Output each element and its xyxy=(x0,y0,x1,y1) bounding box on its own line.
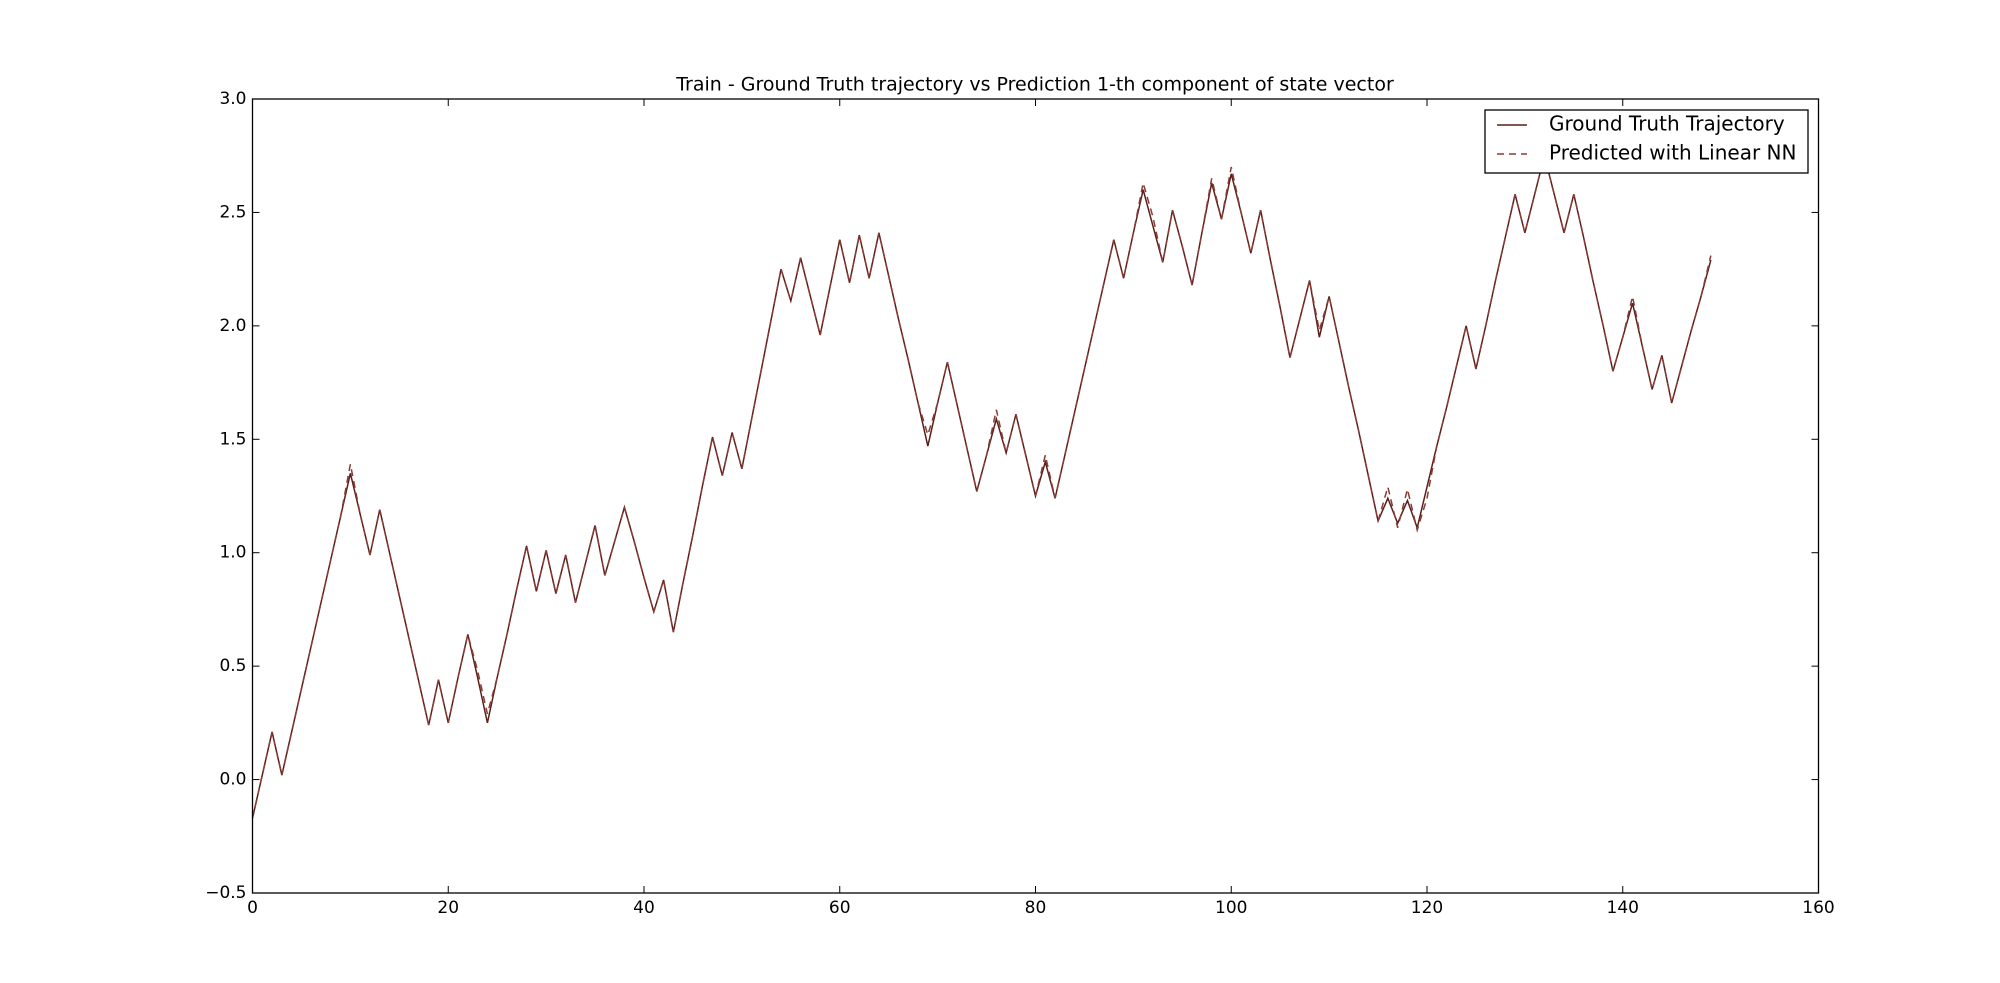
y-tick-label: 2.5 xyxy=(219,202,246,222)
x-tick-label: 120 xyxy=(1411,898,1443,918)
chart-title: Train - Ground Truth trajectory vs Predi… xyxy=(675,74,1394,96)
x-tick-label: 0 xyxy=(247,898,258,918)
y-tick-label: 0.0 xyxy=(219,770,246,790)
series-line xyxy=(251,155,1712,819)
legend-label: Predicted with Linear NN xyxy=(1549,141,1796,165)
legend-box xyxy=(1484,109,1809,174)
y-tick-label: −0.5 xyxy=(205,883,246,903)
x-tick-label: 160 xyxy=(1802,898,1834,918)
y-tick-label: 1.5 xyxy=(219,429,246,449)
plot-area xyxy=(251,155,1712,819)
y-tick-label: 0.5 xyxy=(219,656,246,676)
x-tick-label: 80 xyxy=(1025,898,1047,918)
y-tick-label: 2.0 xyxy=(219,316,246,336)
x-tick-label: 140 xyxy=(1607,898,1639,918)
legend: Ground Truth Trajectory Predicted with L… xyxy=(1484,109,1809,174)
y-tick-label: 1.0 xyxy=(219,543,246,563)
y-tick-label: 3.0 xyxy=(219,89,246,109)
x-tick-label: 40 xyxy=(633,898,655,918)
x-tick-label: 60 xyxy=(829,898,851,918)
x-tick-label: 20 xyxy=(437,898,459,918)
legend-label: Ground Truth Trajectory xyxy=(1549,112,1785,136)
x-tick-label: 100 xyxy=(1215,898,1247,918)
